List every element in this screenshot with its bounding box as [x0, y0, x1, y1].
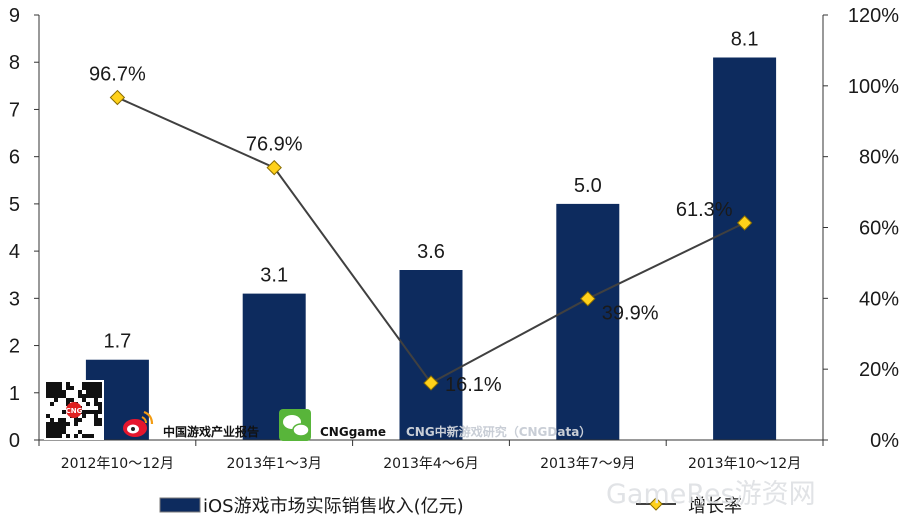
growth-label-3: 16.1%	[445, 374, 502, 396]
legend: iOS游戏市场实际销售收入(亿元) 增长率	[159, 496, 742, 517]
y-left-tick-label-5: 5	[9, 194, 20, 216]
y-right-tick-label-0: 0%	[870, 430, 899, 452]
weibo-report-text: 中国游戏产业报告	[163, 424, 259, 439]
bar-value-label-3: 3.6	[417, 241, 445, 263]
data-labels: 1.7 3.1 3.6 5.0 8.1 96.7% 76.9% 16.1% 39.9% 61.3%	[89, 29, 758, 396]
x-tick-label-2: 2013年1～3月	[226, 456, 321, 472]
growth-label-2: 76.9%	[246, 134, 303, 156]
wechat-logo-watermark	[279, 409, 311, 441]
y-right-tick-label-3: 60%	[859, 218, 899, 240]
growth-point-4	[580, 290, 596, 307]
research-watermark-text: CNG中新游戏研究（CNGData）	[406, 424, 591, 439]
y-left-tick-label-3: 3	[9, 288, 20, 310]
growth-point-5	[736, 215, 753, 231]
x-tick-label-1: 2012年10～12月	[61, 456, 174, 472]
y-left-tick-label-6: 6	[9, 147, 20, 169]
qr-code-pattern	[46, 382, 102, 438]
growth-point-1	[109, 89, 126, 106]
growth-point-2	[266, 159, 282, 176]
x-tick-label-4: 2013年7～9月	[540, 456, 635, 472]
y-left-tick-label-8: 8	[9, 52, 20, 74]
y-left-tick-label-0: 0	[9, 430, 20, 452]
axes	[34, 14, 828, 446]
weibo-logo-watermark	[123, 410, 154, 437]
bar-series	[85, 57, 777, 440]
growth-point-3	[423, 375, 439, 391]
tick-labels: 0 1 2 3 4 5 6 7 8 9 0% 20% 40% 60% 80% 100% 120% 2012年10～…	[9, 5, 899, 472]
x-tick-label-3: 2013年4～6月	[383, 456, 478, 472]
legend-bar-swatch	[159, 497, 201, 513]
y-right-tick-label-4: 80%	[859, 147, 899, 169]
y-left-tick-label-1: 1	[9, 383, 20, 405]
gameres-corner-watermark: GameRes游资网	[606, 479, 816, 510]
y-left-tick-label-4: 4	[9, 241, 20, 263]
growth-label-4: 39.9%	[602, 303, 659, 325]
y-right-tick-label-5: 100%	[848, 76, 899, 98]
y-right-tick-label-1: 20%	[859, 359, 899, 381]
x-tick-label-5: 2013年10～12月	[688, 456, 801, 472]
y-right-tick-label-2: 40%	[859, 288, 899, 310]
bar-value-label-2: 3.1	[260, 265, 288, 287]
bar-5	[713, 57, 777, 440]
legend-line-marker	[649, 497, 663, 511]
qr-code-watermark: CNG	[44, 380, 104, 440]
bar-3	[399, 270, 463, 440]
y-left-tick-label-7: 7	[9, 99, 20, 121]
legend-line-label: 增长率	[688, 496, 742, 517]
y-left-tick-label-9: 9	[9, 5, 20, 27]
legend-bar-label: iOS游戏市场实际销售收入(亿元)	[203, 496, 464, 517]
growth-label-5: 61.3%	[676, 199, 733, 221]
growth-label-1: 96.7%	[89, 64, 146, 86]
bar-value-label-4: 5.0	[574, 175, 602, 197]
bar-value-label-1: 1.7	[103, 331, 131, 353]
y-left-tick-label-2: 2	[9, 336, 20, 358]
bar-4	[556, 203, 620, 440]
wechat-account-text: CNGgame	[320, 425, 386, 439]
growth-line-series	[109, 89, 753, 391]
qr-badge-text: CNG	[66, 407, 83, 415]
bar-value-label-5: 8.1	[731, 29, 759, 51]
y-right-tick-label-6: 120%	[848, 5, 899, 27]
